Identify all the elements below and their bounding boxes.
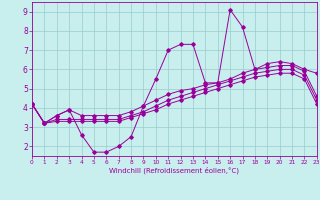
X-axis label: Windchill (Refroidissement éolien,°C): Windchill (Refroidissement éolien,°C) — [109, 167, 239, 174]
